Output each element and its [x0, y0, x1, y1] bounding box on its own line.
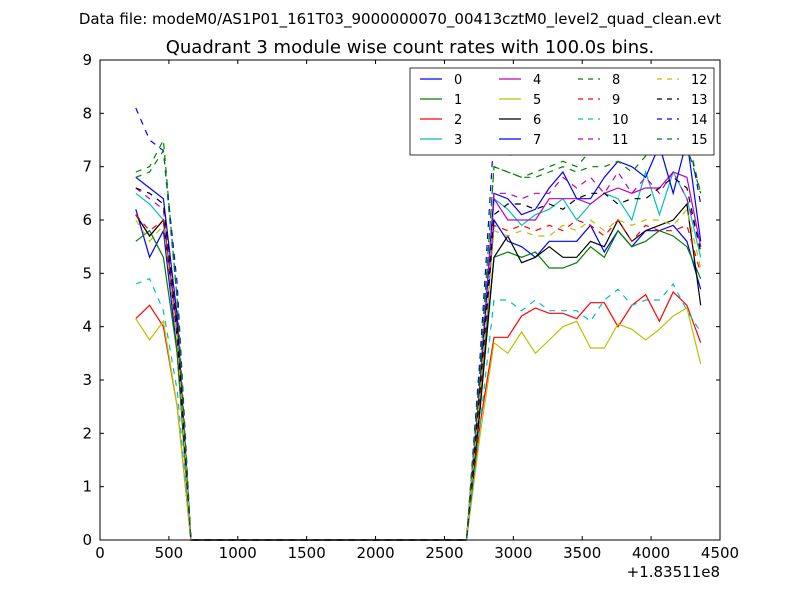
series-line-9 [135, 214, 702, 541]
series-line-10 [135, 277, 702, 541]
series-line-0 [135, 209, 702, 541]
legend-label-0: 0 [454, 73, 462, 88]
legend-label-11: 11 [612, 133, 629, 148]
x-tick-label: 3000 [494, 544, 532, 562]
y-tick-label: 5 [82, 264, 92, 282]
y-tick-label: 2 [82, 424, 92, 442]
legend-label-10: 10 [612, 113, 629, 128]
x-tick-label: 500 [155, 544, 184, 562]
legend-label-12: 12 [691, 73, 708, 88]
series-line-5 [135, 307, 702, 541]
series-line-4 [135, 171, 702, 541]
x-tick-label: 3500 [563, 544, 601, 562]
plot-area: 0 500 1000 1500 2000 2500 3000 3500 4000 45000123… [82, 51, 739, 562]
chart-title: Quadrant 3 module wise count rates with … [166, 37, 655, 58]
series-line-7 [135, 139, 702, 541]
x-tick-label: 2500 [425, 544, 463, 562]
axes-frame [99, 59, 721, 541]
legend-label-8: 8 [612, 73, 620, 88]
x-tick-label: 0 [95, 544, 105, 562]
y-tick-label: 8 [82, 104, 92, 122]
legend-label-5: 5 [533, 93, 541, 108]
x-tick-label: 4500 [701, 544, 739, 562]
series-line-1 [135, 229, 702, 541]
legend-label-1: 1 [454, 93, 462, 108]
legend-box [409, 67, 715, 156]
legend-label-2: 2 [454, 113, 462, 128]
legend-label-15: 15 [691, 133, 708, 148]
legend-label-4: 4 [533, 73, 541, 88]
x-tick-label: 1000 [219, 544, 257, 562]
y-tick-label: 1 [82, 478, 92, 496]
legend-label-7: 7 [533, 133, 541, 148]
legend-label-13: 13 [691, 93, 708, 108]
x-tick-label: 2000 [356, 544, 394, 562]
legend-label-3: 3 [454, 133, 462, 148]
series-line-3 [135, 169, 702, 541]
series-line-12 [135, 208, 702, 541]
y-tick-label: 9 [82, 51, 92, 69]
legend-label-14: 14 [691, 113, 708, 128]
x-tick-label: 1500 [288, 544, 326, 562]
series-line-15 [135, 133, 702, 541]
legend-label-6: 6 [533, 113, 541, 128]
series-line-13 [135, 176, 702, 541]
y-tick-label: 7 [82, 158, 92, 176]
series-line-8 [135, 137, 702, 541]
y-tick-label: 6 [82, 211, 92, 229]
legend-label-9: 9 [612, 93, 620, 108]
series-line-2 [135, 290, 702, 541]
y-tick-label: 3 [82, 371, 92, 389]
y-tick-label: 4 [82, 318, 92, 336]
x-offset-label: +1.83511e8 [627, 563, 720, 581]
y-tick-label: 0 [82, 531, 92, 549]
x-tick-label: 4000 [632, 544, 670, 562]
series-line-11 [135, 170, 702, 541]
figure-suptitle: Data file: modeM0/AS1P01_161T03_90000000… [79, 10, 721, 29]
series-line-6 [135, 202, 702, 541]
